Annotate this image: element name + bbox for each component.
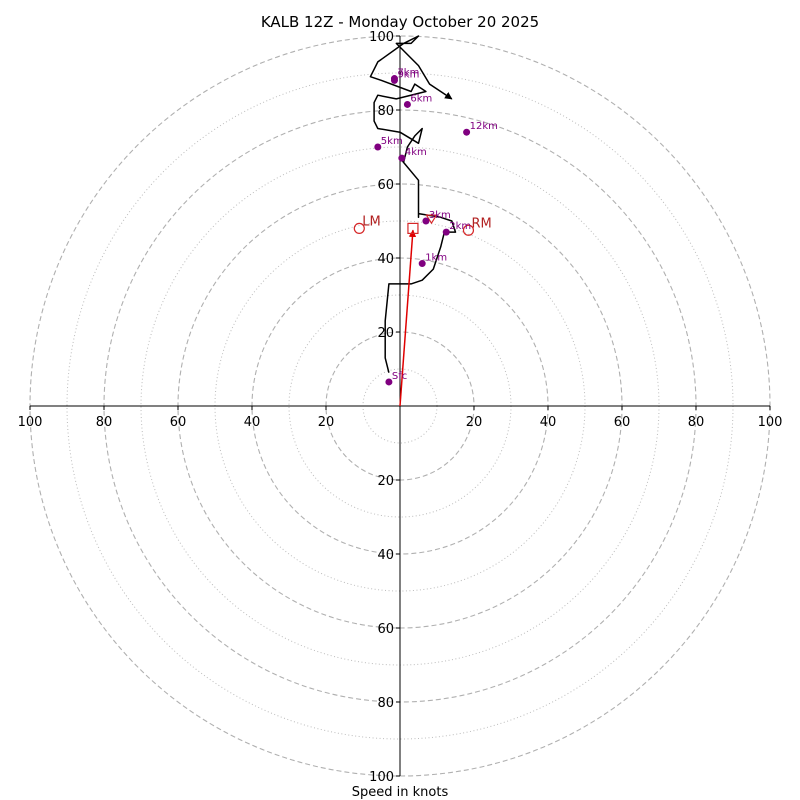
y-tick-label: 80 (377, 104, 394, 119)
x-tick-label: 100 (18, 415, 43, 430)
bunkers-lm-label: LM (362, 214, 380, 229)
level-label-2km: 2km (449, 221, 471, 232)
mean-wind-marker (407, 222, 419, 234)
y-tick-label: 20 (377, 474, 394, 489)
storm-motion-group: RM LM (353, 214, 492, 407)
level-label-sfc: Sfc (392, 371, 407, 382)
x-tick-label: 60 (170, 415, 187, 430)
level-label-6km: 6km (410, 93, 432, 104)
y-tick-label: 40 (377, 548, 394, 563)
y-tick-label: 80 (377, 696, 394, 711)
level-point-12km (463, 128, 471, 136)
x-tick-label: 20 (318, 415, 335, 430)
x-tick-label: 40 (540, 415, 557, 430)
x-tick-label: 80 (96, 415, 113, 430)
x-tick-label: 20 (466, 415, 483, 430)
level-label-3km: 3km (429, 210, 451, 221)
y-tick-label: 60 (377, 178, 394, 193)
level-label-1km: 1km (425, 253, 447, 264)
y-tick-label: 100 (369, 770, 394, 785)
shear-vector (399, 229, 417, 407)
level-point-3km (422, 217, 430, 225)
level-label-9km: 9km (397, 69, 419, 80)
tick-labels: 2020202040404040606060608080808010010010… (18, 30, 783, 785)
level-label-7km: 7km (397, 68, 419, 79)
level-label-4km: 4km (405, 147, 427, 158)
level-point-1km (418, 260, 426, 268)
level-label-12km: 12km (470, 121, 498, 132)
x-tick-label: 40 (244, 415, 261, 430)
x-axis-label: Speed in knots (352, 785, 449, 800)
bunkers-rm-label: RM (471, 216, 491, 231)
bunkers-rm-marker (462, 224, 475, 236)
level-point-9km (390, 76, 398, 84)
bunkers-lm-marker (353, 222, 365, 234)
y-tick-label: 100 (369, 30, 394, 45)
level-point-5km (374, 143, 382, 151)
hodograph-trace (369, 35, 457, 373)
deviant-motion-marker (425, 214, 438, 225)
level-point-4km (398, 154, 406, 162)
x-tick-label: 100 (758, 415, 783, 430)
x-tick-label: 80 (688, 415, 705, 430)
y-tick-label: 60 (377, 622, 394, 637)
chart-title: KALB 12Z - Monday October 20 2025 (261, 13, 539, 31)
level-point-6km (403, 100, 411, 108)
hodograph-trace-group (369, 35, 457, 373)
level-point-sfc (385, 378, 393, 386)
y-tick-label: 40 (377, 252, 394, 267)
level-point-2km (442, 228, 450, 236)
level-label-5km: 5km (381, 136, 403, 147)
x-tick-label: 60 (614, 415, 631, 430)
